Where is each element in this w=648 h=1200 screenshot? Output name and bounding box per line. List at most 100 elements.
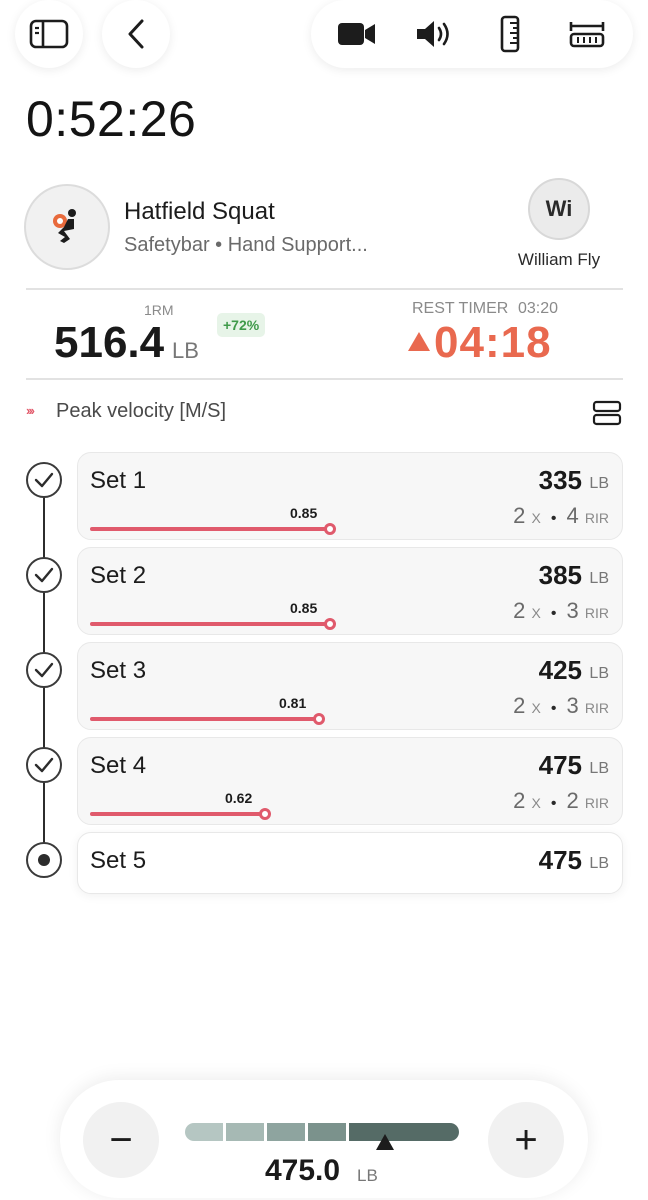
ruler-icon [500, 15, 520, 53]
velocity-marker [324, 618, 336, 630]
set-reps: 2 [513, 693, 526, 718]
set-reps: 2 [513, 598, 526, 623]
set-weight: 475 [538, 845, 582, 875]
set-rir-unit: RIR [584, 510, 609, 526]
athlete-name: William Fly [517, 250, 601, 269]
velocity-bar [90, 622, 330, 626]
video-camera-icon [338, 23, 376, 45]
velocity-bar [90, 527, 330, 531]
set-label: Set 3 [90, 657, 147, 684]
rest-timer-target: 03:20 [518, 300, 559, 317]
back-button[interactable] [102, 0, 170, 68]
increase-weight-button[interactable]: + [488, 1102, 564, 1178]
sidebar-toggle-icon [29, 19, 69, 49]
exercise-name[interactable]: Hatfield Squat [124, 198, 275, 225]
elapsed-timer: 0:52:26 [26, 91, 197, 147]
set-card[interactable]: Set 5 475 LB [77, 832, 623, 894]
set-weight-unit: LB [589, 760, 609, 777]
set-reps: 2 [513, 503, 526, 528]
metric-selector[interactable]: ››› Peak velocity [M/S] [26, 400, 623, 428]
velocity-track: 0.85 [90, 600, 450, 630]
velocity-marker [324, 523, 336, 535]
speaker-icon [416, 21, 449, 47]
set-label: Set 4 [90, 752, 147, 779]
set-card[interactable]: Set 3 425 LB 0.81 2 X • 3 RIR [77, 642, 623, 730]
set-rir-unit: RIR [584, 795, 609, 811]
set-reps-rir: 2 X • 3 RIR [513, 693, 609, 719]
top-toolbar [0, 0, 648, 80]
sound-button[interactable] [406, 6, 462, 62]
separator-dot: • [550, 795, 557, 812]
scale-pointer-icon[interactable] [376, 1134, 394, 1150]
set-complete-checkbox[interactable] [26, 462, 62, 498]
velocity-track: 0.85 [90, 505, 450, 535]
set-weight: 385 [538, 560, 582, 590]
selected-weight-unit: LB [357, 1166, 378, 1185]
overtime-up-arrow-icon [408, 332, 430, 351]
separator-dot: • [550, 510, 557, 527]
stacked-layout-icon[interactable] [592, 400, 622, 426]
set-weight-unit: LB [589, 855, 609, 872]
one-rm-label: 1RM [144, 302, 174, 318]
velocity-marker [259, 808, 271, 820]
video-button[interactable] [329, 6, 385, 62]
velocity-marker [313, 713, 325, 725]
set-card[interactable]: Set 4 475 LB 0.62 2 X • 2 RIR [77, 737, 623, 825]
set-card[interactable]: Set 2 385 LB 0.85 2 X • 3 RIR [77, 547, 623, 635]
set-card[interactable]: Set 1 335 LB 0.85 2 X • 4 RIR [77, 452, 623, 540]
set-complete-checkbox[interactable] [26, 652, 62, 688]
set-label: Set 5 [90, 847, 147, 874]
check-icon [34, 662, 54, 678]
set-rir-unit: RIR [584, 700, 609, 716]
set-reps-rir: 2 X • 2 RIR [513, 788, 609, 814]
scale-segment[interactable] [267, 1123, 305, 1141]
athlete-profile[interactable]: Wi William Fly [494, 178, 624, 270]
rack-button[interactable] [559, 6, 615, 62]
scale-segment[interactable] [308, 1123, 346, 1141]
velocity-track: 0.62 [90, 790, 450, 820]
athlete-avatar[interactable]: Wi [528, 178, 590, 240]
selected-weight: 475.0 [265, 1154, 341, 1187]
metric-label[interactable]: Peak velocity [M/S] [56, 400, 227, 422]
set-reps-unit: X [531, 605, 541, 621]
velocity-value: 0.85 [290, 600, 318, 616]
rack-height-icon [569, 22, 605, 48]
one-rm-value: 516.4 [54, 318, 165, 367]
set-reps-unit: X [531, 795, 541, 811]
velocity-value: 0.81 [279, 695, 307, 711]
set-rir-unit: RIR [584, 605, 609, 621]
exercise-avatar[interactable] [24, 184, 110, 270]
scale-segment[interactable] [349, 1123, 459, 1141]
set-complete-checkbox[interactable] [26, 747, 62, 783]
set-reps-rir: 2 X • 4 RIR [513, 503, 609, 529]
sidebar-toggle-button[interactable] [15, 0, 83, 68]
scale-segment[interactable] [226, 1123, 264, 1141]
set-active-radio[interactable] [26, 842, 62, 878]
set-reps-unit: X [531, 700, 541, 716]
exercise-subtitle: Safetybar • Hand Support... [124, 234, 368, 256]
set-complete-checkbox[interactable] [26, 557, 62, 593]
one-rm-unit: LB [172, 338, 199, 363]
ruler-button[interactable] [482, 6, 538, 62]
set-weight: 335 [538, 465, 582, 495]
weight-scale[interactable] [185, 1123, 463, 1141]
squat-figure-icon [53, 209, 76, 243]
scale-segment[interactable] [185, 1123, 223, 1141]
decrease-weight-button[interactable]: − [83, 1102, 159, 1178]
velocity-track: 0.81 [90, 695, 450, 725]
set-rir: 3 [566, 693, 579, 718]
weight-selector: − 475.0 LB + [60, 1080, 588, 1198]
set-reps-unit: X [531, 510, 541, 526]
rest-timer-label: REST TIMER [412, 300, 509, 317]
velocity-bar [90, 812, 265, 816]
rest-timer-value[interactable]: 04:18 [434, 318, 552, 367]
set-reps: 2 [513, 788, 526, 813]
set-rir: 2 [566, 788, 579, 813]
velocity-bar [90, 717, 319, 721]
check-icon [34, 472, 54, 488]
set-label: Set 1 [90, 467, 147, 494]
tools-pill [311, 0, 633, 68]
set-rir: 3 [566, 598, 579, 623]
set-weight-unit: LB [589, 665, 609, 682]
chevron-left-icon [128, 19, 144, 49]
